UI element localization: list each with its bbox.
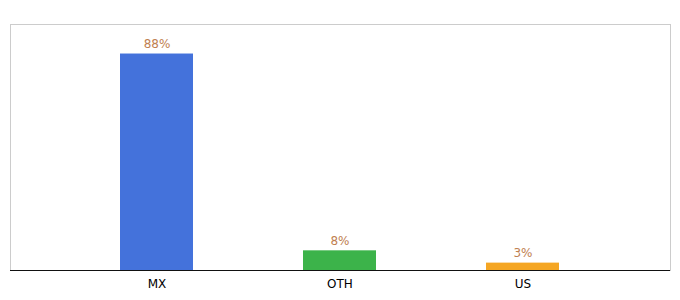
svg-text:OTH: OTH (327, 277, 353, 291)
svg-text:8%: 8% (330, 234, 349, 248)
svg-text:88%: 88% (144, 37, 171, 51)
svg-text:MX: MX (148, 277, 167, 291)
svg-text:US: US (515, 277, 531, 291)
svg-text:3%: 3% (513, 246, 532, 260)
